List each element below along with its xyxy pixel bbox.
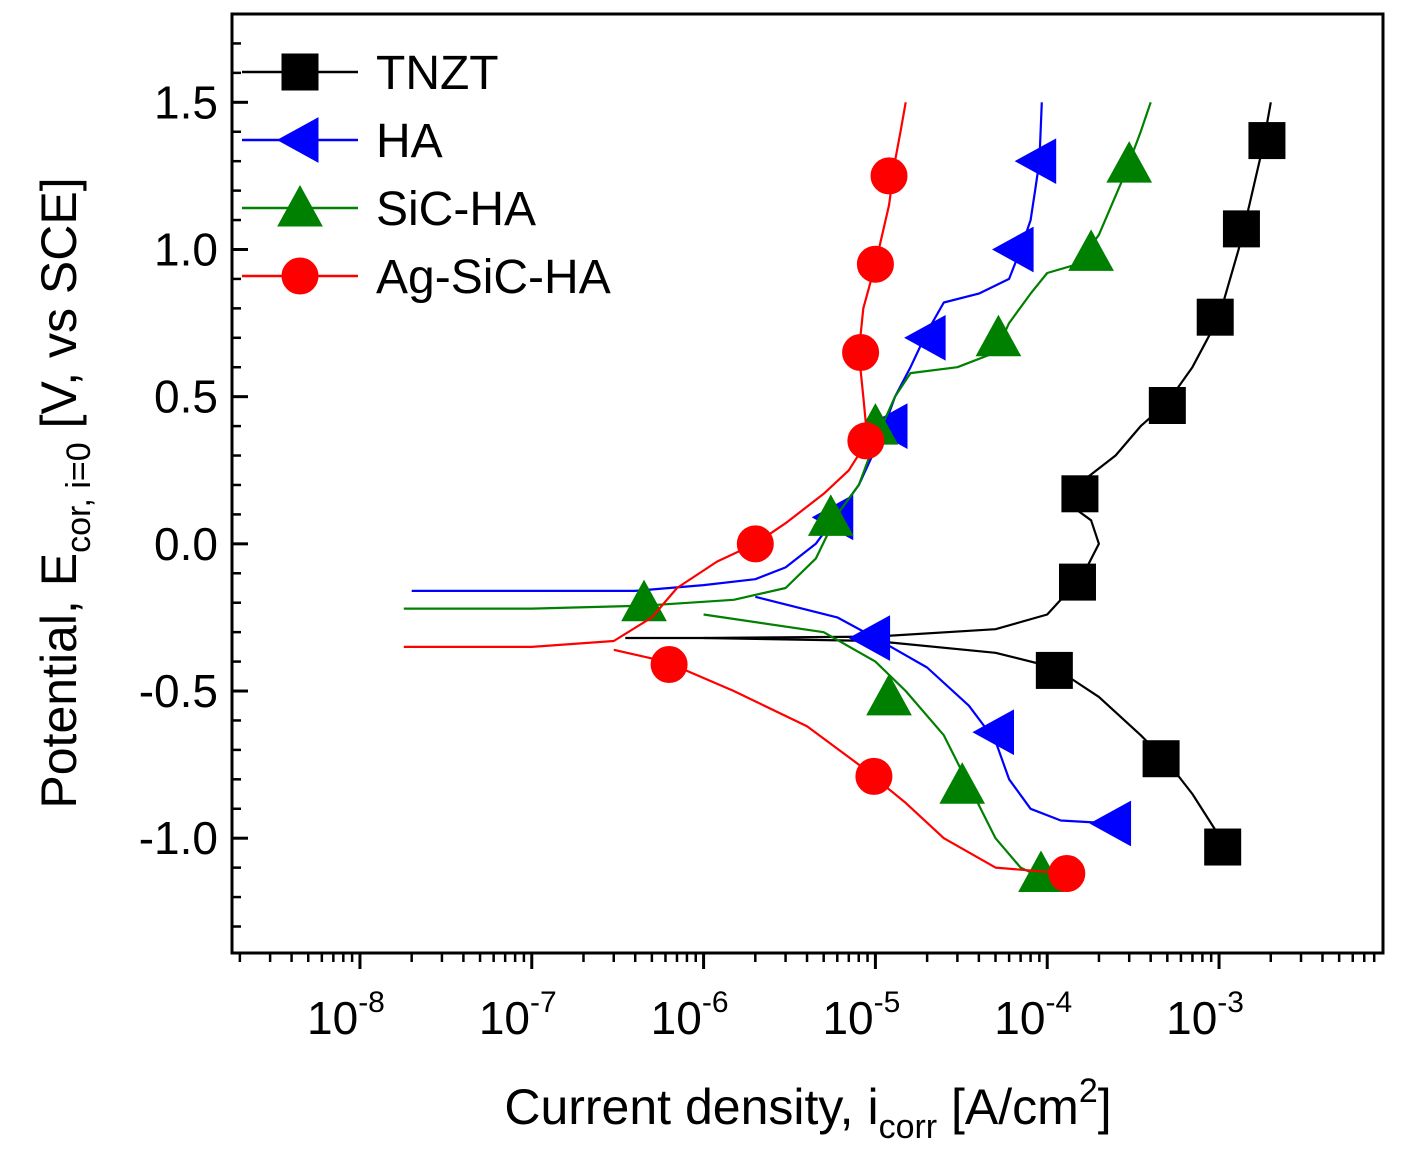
series-line-ag-sic-ha-anodic	[403, 102, 907, 648]
data-point-ha	[848, 615, 891, 661]
data-point-sic-ha	[939, 762, 986, 804]
data-point-ha	[992, 226, 1034, 273]
data-point-tnzt	[1204, 828, 1242, 866]
y-tick-label: -0.5	[139, 665, 218, 717]
data-point-ag-sic-ha	[1048, 855, 1086, 893]
data-point-sic-ha	[1106, 141, 1153, 183]
x-tick-label: 10-3	[1166, 986, 1244, 1044]
data-point-tnzt	[1142, 740, 1180, 778]
data-point-tnzt	[1248, 122, 1286, 160]
y-tick-label: 0.0	[154, 518, 218, 570]
data-point-sic-ha	[866, 673, 912, 716]
legend-marker-ag-sic-ha	[281, 257, 319, 295]
series-ag-sic-ha	[403, 102, 1086, 893]
x-tick-label: 10-5	[822, 986, 900, 1044]
data-point-ag-sic-ha	[736, 525, 774, 563]
legend-entry-sic-ha: SiC-HA	[242, 183, 536, 236]
axes-layer: 1.5 1.0 0.5 0.0 -0.5 -1.0 10-8 10-7 10-6 10-5 10-4…	[139, 42, 1376, 1044]
series-line-ha-anodic	[411, 102, 1043, 592]
legend-entry-ha: HA	[242, 115, 443, 168]
data-point-ha	[1089, 800, 1132, 847]
legend-marker-ha	[276, 117, 319, 163]
x-tick-label: 10-4	[994, 986, 1072, 1044]
y-tick-label: 1.0	[154, 223, 218, 275]
series-layer	[403, 101, 1286, 893]
data-point-sic-ha	[807, 494, 854, 536]
data-point-ag-sic-ha	[870, 157, 908, 195]
data-point-ha	[972, 709, 1015, 756]
series-line-tnzt-cathodic	[703, 636, 1228, 848]
y-tick-label: -1.0	[139, 812, 218, 864]
series-line-sic-ha-anodic	[403, 101, 1152, 610]
data-point-ha	[904, 314, 946, 361]
legend-entry-tnzt: TNZT	[242, 47, 499, 100]
data-point-tnzt	[1196, 298, 1234, 336]
data-point-tnzt	[1035, 651, 1073, 689]
y-tick-label: 1.5	[154, 76, 218, 128]
legend-label-ha: HA	[376, 115, 443, 168]
x-tick-label: 10-7	[479, 986, 557, 1044]
series-line-ag-sic-ha-cathodic	[613, 648, 1067, 875]
data-point-ag-sic-ha	[855, 757, 893, 795]
x-tick-label: 10-8	[307, 986, 385, 1044]
series-line-ha-cathodic	[755, 595, 1113, 825]
y-tick-label: 0.5	[154, 371, 218, 423]
legend: TNZT HA SiC-HA Ag-SiC-HA	[242, 47, 611, 304]
legend-label-ag-sic-ha: Ag-SiC-HA	[376, 251, 611, 304]
data-point-ag-sic-ha	[856, 245, 894, 283]
x-tick-label: 10-6	[651, 986, 729, 1044]
series-line-tnzt-anodic	[625, 102, 1272, 640]
data-point-tnzt	[1222, 210, 1260, 248]
data-point-sic-ha	[1068, 229, 1114, 271]
data-point-ag-sic-ha	[842, 334, 880, 372]
series-line-sic-ha-cathodic	[703, 613, 1040, 878]
data-point-sic-ha	[621, 579, 667, 622]
legend-label-sic-ha: SiC-HA	[376, 183, 536, 236]
series-tnzt	[625, 102, 1286, 866]
x-axis-label: Current density, icorr [A/cm2]	[504, 1072, 1111, 1146]
data-point-sic-ha	[975, 314, 1022, 357]
data-point-ha	[1014, 138, 1057, 185]
legend-label-tnzt: TNZT	[376, 47, 499, 100]
data-point-tnzt	[1058, 563, 1096, 601]
y-axis-label: Potential, Ecor, i=0 [V, vs SCE]	[31, 177, 98, 808]
legend-entry-ag-sic-ha: Ag-SiC-HA	[242, 251, 611, 304]
data-point-ag-sic-ha	[650, 646, 688, 684]
data-point-tnzt	[1148, 386, 1186, 424]
legend-marker-tnzt	[281, 53, 319, 91]
legend-marker-sic-ha	[277, 184, 323, 227]
data-point-ag-sic-ha	[847, 422, 885, 460]
data-point-tnzt	[1061, 475, 1099, 513]
